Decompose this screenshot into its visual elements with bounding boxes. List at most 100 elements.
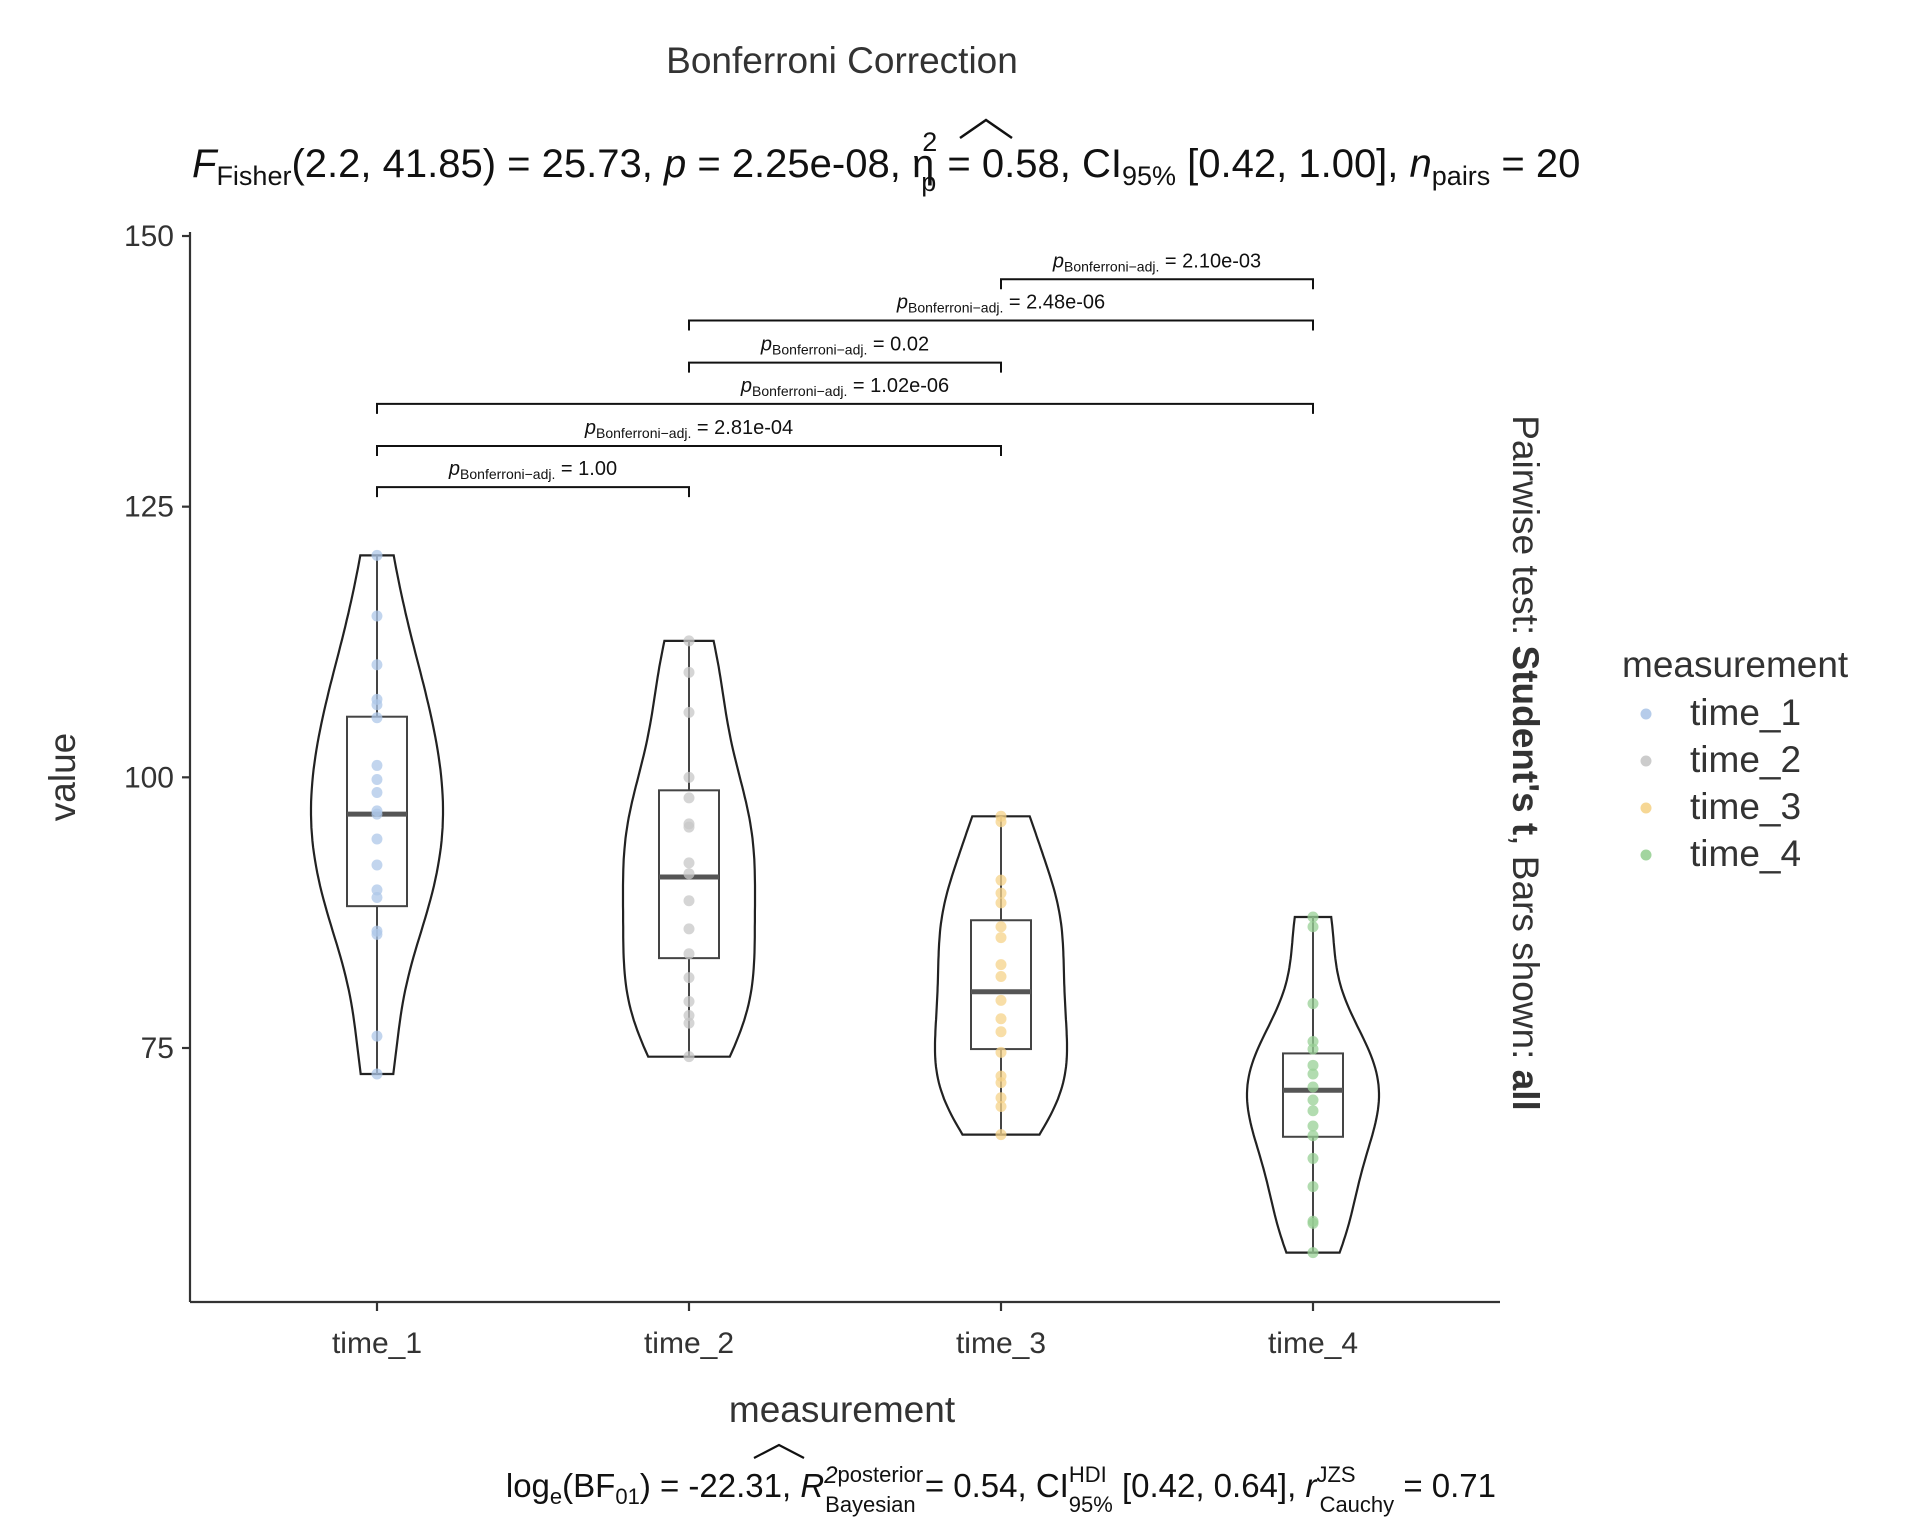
y-tick-label: 150 [124,220,174,253]
data-point-time_4 [1307,1068,1319,1080]
data-point-time_4 [1307,998,1319,1010]
y-axis-label: value [42,733,83,821]
subtitle-ci-range: [0.42, 1.00] [1187,142,1387,186]
data-point-time_4 [1307,1247,1319,1259]
legend-key-time_3 [1640,802,1652,814]
data-point-time_2 [683,1010,695,1022]
data-point-time_1 [371,884,383,896]
violin-layer [309,554,1381,1254]
data-point-time_1 [371,892,383,904]
data-point-time_2 [683,666,695,678]
subtitle-stat-value: 25.73 [542,142,642,186]
pairwise-label-part3: , Bars shown: [1505,835,1546,1069]
x-axis: time_1 time_2 time_3 time_4 [190,1300,1500,1360]
x-tick-label: time_1 [332,1327,422,1360]
caption-bf-prefix: log [506,1467,550,1504]
data-point-time_4 [1307,1105,1319,1117]
x-tick-label: time_2 [644,1327,734,1360]
data-point-time_2 [683,868,695,880]
legend-label-time_1: time_1 [1690,692,1801,733]
data-point-time_3 [995,1077,1007,1089]
x-tick-label: time_3 [956,1327,1046,1360]
legend-key-time_4 [1640,849,1652,861]
data-point-time_4 [1307,921,1319,933]
data-point-time_1 [371,1068,383,1080]
data-point-time_1 [371,773,383,785]
data-point-time_4 [1307,1081,1319,1093]
caption-ci-label: CI [1036,1467,1069,1504]
pairwise-label-part1: Pairwise test: [1505,415,1546,645]
comparison-bracket [688,319,1314,331]
legend-key-time_1 [1640,708,1652,720]
data-point-time_2 [683,1017,695,1029]
data-point-time_3 [995,959,1007,971]
comparison-bracket [376,402,1314,414]
y-tick-label: 100 [124,761,174,794]
legend-title: measurement [1622,644,1849,685]
comparison-label: pBonferroni−adj. = 0.02 [760,334,929,358]
data-point-time_1 [371,712,383,724]
data-point-time_3 [995,874,1007,886]
data-point-time_3 [995,1013,1007,1025]
subtitle-effect-symbol: η [912,142,934,186]
comparison-bracket [376,486,690,498]
caption-ci-sub: 95% [1069,1492,1113,1517]
legend-label-time_3: time_3 [1690,786,1801,827]
data-point-time_1 [371,759,383,771]
caption-r2-sup-word: posterior [838,1462,924,1487]
comparison-bracket [1000,278,1314,290]
legend: time_1 time_2 time_3 time_4 [1640,692,1801,874]
y-tick-label: 125 [124,491,174,524]
subtitle-stat-sub: Fisher [216,161,291,191]
comparison-bracket [376,445,1002,457]
data-point-time_4 [1307,1043,1319,1055]
data-point-time_3 [995,1129,1007,1141]
y-axis: 75 100 125 150 [124,220,192,1302]
subtitle-n-value: 20 [1536,142,1581,186]
r2-hat-mark [753,1443,805,1459]
caption-bf-sub: 01 [615,1484,639,1509]
caption-r2-sub: Bayesian [825,1492,916,1517]
caption-r-value: 0.71 [1432,1467,1496,1504]
data-point-time_3 [995,897,1007,909]
subtitle-n-sub: pairs [1432,161,1491,191]
caption-ci-range: [0.42, 0.64] [1122,1467,1287,1504]
data-point-time_3 [995,994,1007,1006]
data-point-time_3 [995,887,1007,899]
data-point-time_3 [995,1046,1007,1058]
caption-ci-sup: HDI [1069,1462,1107,1487]
caption-r-sup: JZS [1316,1462,1355,1487]
caption-r2-sup: 2 [823,1462,837,1489]
data-point-time_4 [1307,1152,1319,1164]
data-point-time_2 [683,792,695,804]
comparison-label: pBonferroni−adj. = 1.00 [448,458,617,482]
subtitle-p-symbol: p [663,142,686,186]
subtitle-effect-sub: p [921,167,936,197]
legend-label-time_2: time_2 [1690,739,1801,780]
comparison-label: pBonferroni−adj. = 2.81e-04 [584,417,793,441]
x-tick-label: time_4 [1268,1327,1358,1360]
y-tick-label: 75 [141,1032,174,1065]
point-layer [371,549,1319,1259]
violin-time_3 [933,815,1069,1136]
data-point-time_2 [683,972,695,984]
data-point-time_2 [683,895,695,907]
comparison-label: pBonferroni−adj. = 2.48e-06 [896,291,1105,315]
data-point-time_1 [371,549,383,561]
subtitle-p-value: 2.25e-08 [732,142,890,186]
chart-title: Bonferroni Correction [666,40,1018,81]
data-point-time_3 [995,932,1007,944]
data-point-time_2 [683,995,695,1007]
data-point-time_4 [1307,1094,1319,1106]
data-point-time_1 [371,699,383,711]
data-point-time_1 [371,808,383,820]
data-point-time_4 [1307,1059,1319,1071]
data-point-time_3 [995,816,1007,828]
caption-r-sub: Cauchy [1320,1492,1395,1517]
comparison-layer: pBonferroni−adj. = 1.00 pBonferroni−adj. … [376,250,1314,498]
caption-r2-value: 0.54 [953,1467,1017,1504]
comparison-label: pBonferroni−adj. = 2.10e-03 [1052,250,1261,274]
data-point-time_3 [995,1026,1007,1038]
caption-bf-label: BF [573,1467,615,1504]
